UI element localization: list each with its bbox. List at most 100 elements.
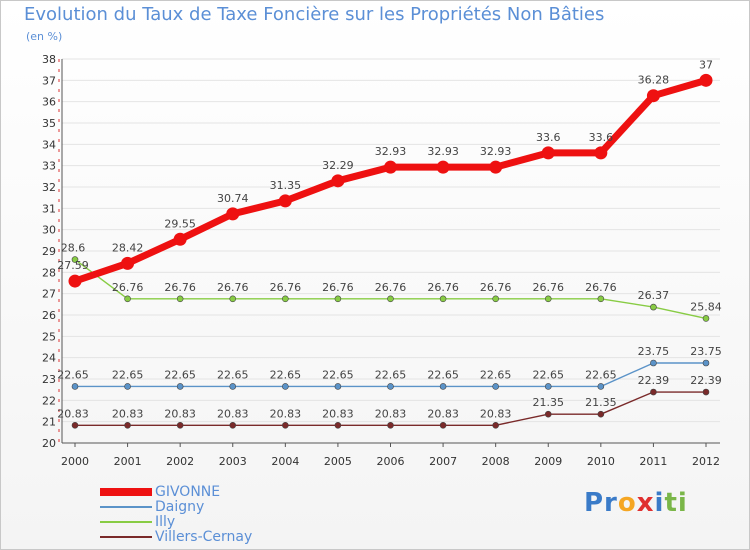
logo-part: Pr [584,488,618,518]
data-point [282,295,289,303]
data-label: 32.93 [427,145,459,158]
data-label: 30.74 [217,192,249,205]
data-point [173,232,187,246]
data-label: 22.39 [638,374,670,387]
x-tick-label: 2002 [166,455,194,468]
data-point [702,359,710,367]
legend-label: Illy [155,514,176,530]
data-label: 21.35 [533,396,565,409]
legend-swatch [100,488,152,496]
data-label: 26.76 [322,281,354,294]
data-label: 26.76 [427,281,459,294]
data-label: 33.6 [536,131,561,144]
data-point [492,295,499,303]
x-tick-label: 2008 [482,455,510,468]
data-label: 22.65 [585,368,617,381]
chart-title: Evolution du Taux de Taxe Foncière sur l… [24,4,605,25]
legend-swatch [100,536,152,538]
data-label: 22.65 [217,368,249,381]
x-tick-label: 2010 [587,455,615,468]
data-label: 21.35 [585,396,617,409]
data-point [71,421,79,429]
data-point [387,383,394,390]
logo-part: x [636,488,655,518]
data-label: 23.75 [690,345,722,358]
y-tick-label: 22 [42,394,56,407]
data-point [646,89,660,103]
data-label: 26.76 [112,281,144,294]
data-point [387,295,394,303]
data-point [650,388,657,396]
data-point [226,207,240,221]
x-tick-label: 2011 [639,455,667,468]
data-point [544,410,552,418]
y-tick-label: 35 [42,117,56,130]
data-label: 20.83 [322,407,354,420]
y-tick-label: 31 [42,202,56,215]
data-label: 29.55 [164,217,196,230]
y-tick-label: 23 [42,373,56,386]
y-tick-label: 38 [42,53,56,66]
data-point [71,383,79,390]
data-point [597,410,605,418]
data-label: 22.65 [322,368,354,381]
y-tick-label: 32 [42,181,56,194]
data-point [229,421,237,429]
data-point [439,421,447,429]
data-label: 20.83 [375,407,407,420]
data-label: 22.65 [112,368,144,381]
y-tick-label: 21 [42,416,56,429]
y-tick-label: 34 [42,138,56,151]
y-tick-label: 36 [42,96,56,109]
y-tick-label: 27 [42,288,56,301]
data-point [124,421,131,429]
data-point [650,359,657,367]
data-point [124,295,131,303]
data-label: 37 [699,58,713,71]
data-point [384,160,397,174]
data-label: 26.76 [217,281,249,294]
logo-part: o [617,488,637,518]
proxiti-logo: Proxiti [584,488,688,518]
data-label: 26.76 [480,281,512,294]
data-point [387,421,394,429]
data-point [176,421,184,429]
data-label: 20.83 [112,407,144,420]
data-label: 22.65 [533,368,565,381]
x-tick-label: 2009 [534,455,562,468]
y-tick-label: 33 [42,160,56,173]
legend-swatch [100,506,152,508]
data-label: 22.65 [375,368,407,381]
data-label: 26.76 [533,281,565,294]
data-point [282,421,289,429]
y-tick-label: 20 [42,437,56,450]
data-point [229,295,237,303]
data-label: 23.75 [638,345,670,358]
data-point [229,383,237,390]
x-tick-label: 2007 [429,455,457,468]
data-label: 22.65 [164,368,196,381]
data-label: 32.29 [322,159,354,172]
logo-part: i [654,488,665,518]
y-tick-label: 30 [42,224,56,237]
legend-label: GIVONNE [155,484,221,500]
data-point [594,146,608,160]
data-label: 32.93 [375,145,407,158]
data-label: 26.76 [164,281,196,294]
logo-part: ti [664,488,688,518]
unit-label: (en %) [26,30,63,43]
x-tick-label: 2003 [219,455,247,468]
data-point [702,388,710,396]
data-point [544,295,552,303]
data-label: 28.42 [112,241,144,254]
data-label: 26.37 [638,289,670,302]
data-point [650,303,657,311]
data-point [439,383,447,390]
data-label: 27.59 [57,259,89,272]
data-point [331,174,345,188]
data-point [278,194,292,208]
data-point [121,256,135,270]
x-tick-label: 2006 [377,455,405,468]
